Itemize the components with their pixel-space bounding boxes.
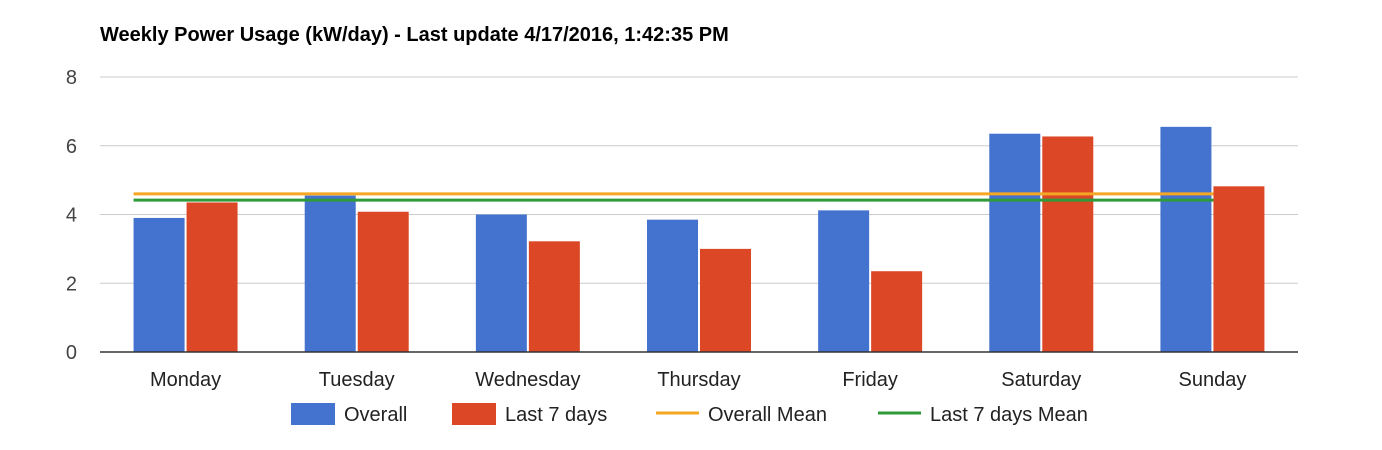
y-tick-label: 0 [66, 342, 77, 364]
y-tick-label: 2 [66, 273, 77, 295]
x-axis-categories: Monday Tuesday Wednesday Thursday Friday Satu… [150, 369, 1246, 391]
legend-item-overall-mean[interactable]: Overall Mean [656, 404, 827, 426]
bar-last-7-days-thursday[interactable] [700, 248, 751, 352]
bar-layer [133, 126, 1265, 353]
legend-label: Overall [344, 404, 407, 426]
bar-last-7-days-saturday[interactable] [1042, 136, 1094, 352]
bar-overall-thursday[interactable] [647, 219, 698, 352]
x-category-label: Tuesday [319, 369, 395, 391]
bar-last-7-days-sunday[interactable] [1213, 186, 1265, 352]
x-category-label: Friday [842, 369, 898, 391]
grid-layer [100, 76, 1298, 284]
legend-label: Last 7 days Mean [930, 404, 1088, 426]
legend-item-last-7-days[interactable]: Last 7 days [452, 403, 607, 426]
chart-title: Weekly Power Usage (kW/day) - Last updat… [100, 24, 729, 46]
bar-overall-friday[interactable] [818, 210, 870, 352]
x-category-label: Thursday [657, 369, 740, 391]
x-category-label: Wednesday [475, 369, 580, 391]
mean-line-layer [133, 192, 1214, 202]
x-category-label: Sunday [1179, 369, 1247, 391]
bar-last-7-days-tuesday[interactable] [357, 211, 409, 352]
legend[interactable]: Overall Last 7 days Overall Mean Last 7 day… [291, 403, 1088, 426]
y-tick-label: 6 [66, 136, 77, 158]
bar-last-7-days-friday[interactable] [871, 271, 923, 352]
bar-overall-sunday[interactable] [1160, 126, 1212, 352]
bar-overall-wednesday[interactable] [475, 214, 527, 353]
y-tick-label: 8 [66, 67, 77, 89]
legend-label: Last 7 days [505, 404, 607, 426]
legend-swatch [291, 403, 335, 425]
y-axis-ticks: 0 2 4 6 8 [66, 67, 77, 364]
bar-last-7-days-monday[interactable] [186, 202, 238, 352]
x-category-label: Saturday [1001, 369, 1081, 391]
legend-item-overall[interactable]: Overall [291, 403, 407, 426]
bar-overall-monday[interactable] [133, 217, 185, 352]
bar-last-7-days-wednesday[interactable] [528, 241, 580, 352]
legend-item-last-7-days-mean[interactable]: Last 7 days Mean [878, 404, 1088, 426]
bar-overall-saturday[interactable] [989, 133, 1041, 352]
y-tick-label: 4 [66, 205, 77, 227]
legend-swatch [452, 403, 496, 425]
legend-label: Overall Mean [708, 404, 827, 426]
bar-overall-tuesday[interactable] [304, 195, 356, 352]
x-category-label: Monday [150, 369, 221, 391]
